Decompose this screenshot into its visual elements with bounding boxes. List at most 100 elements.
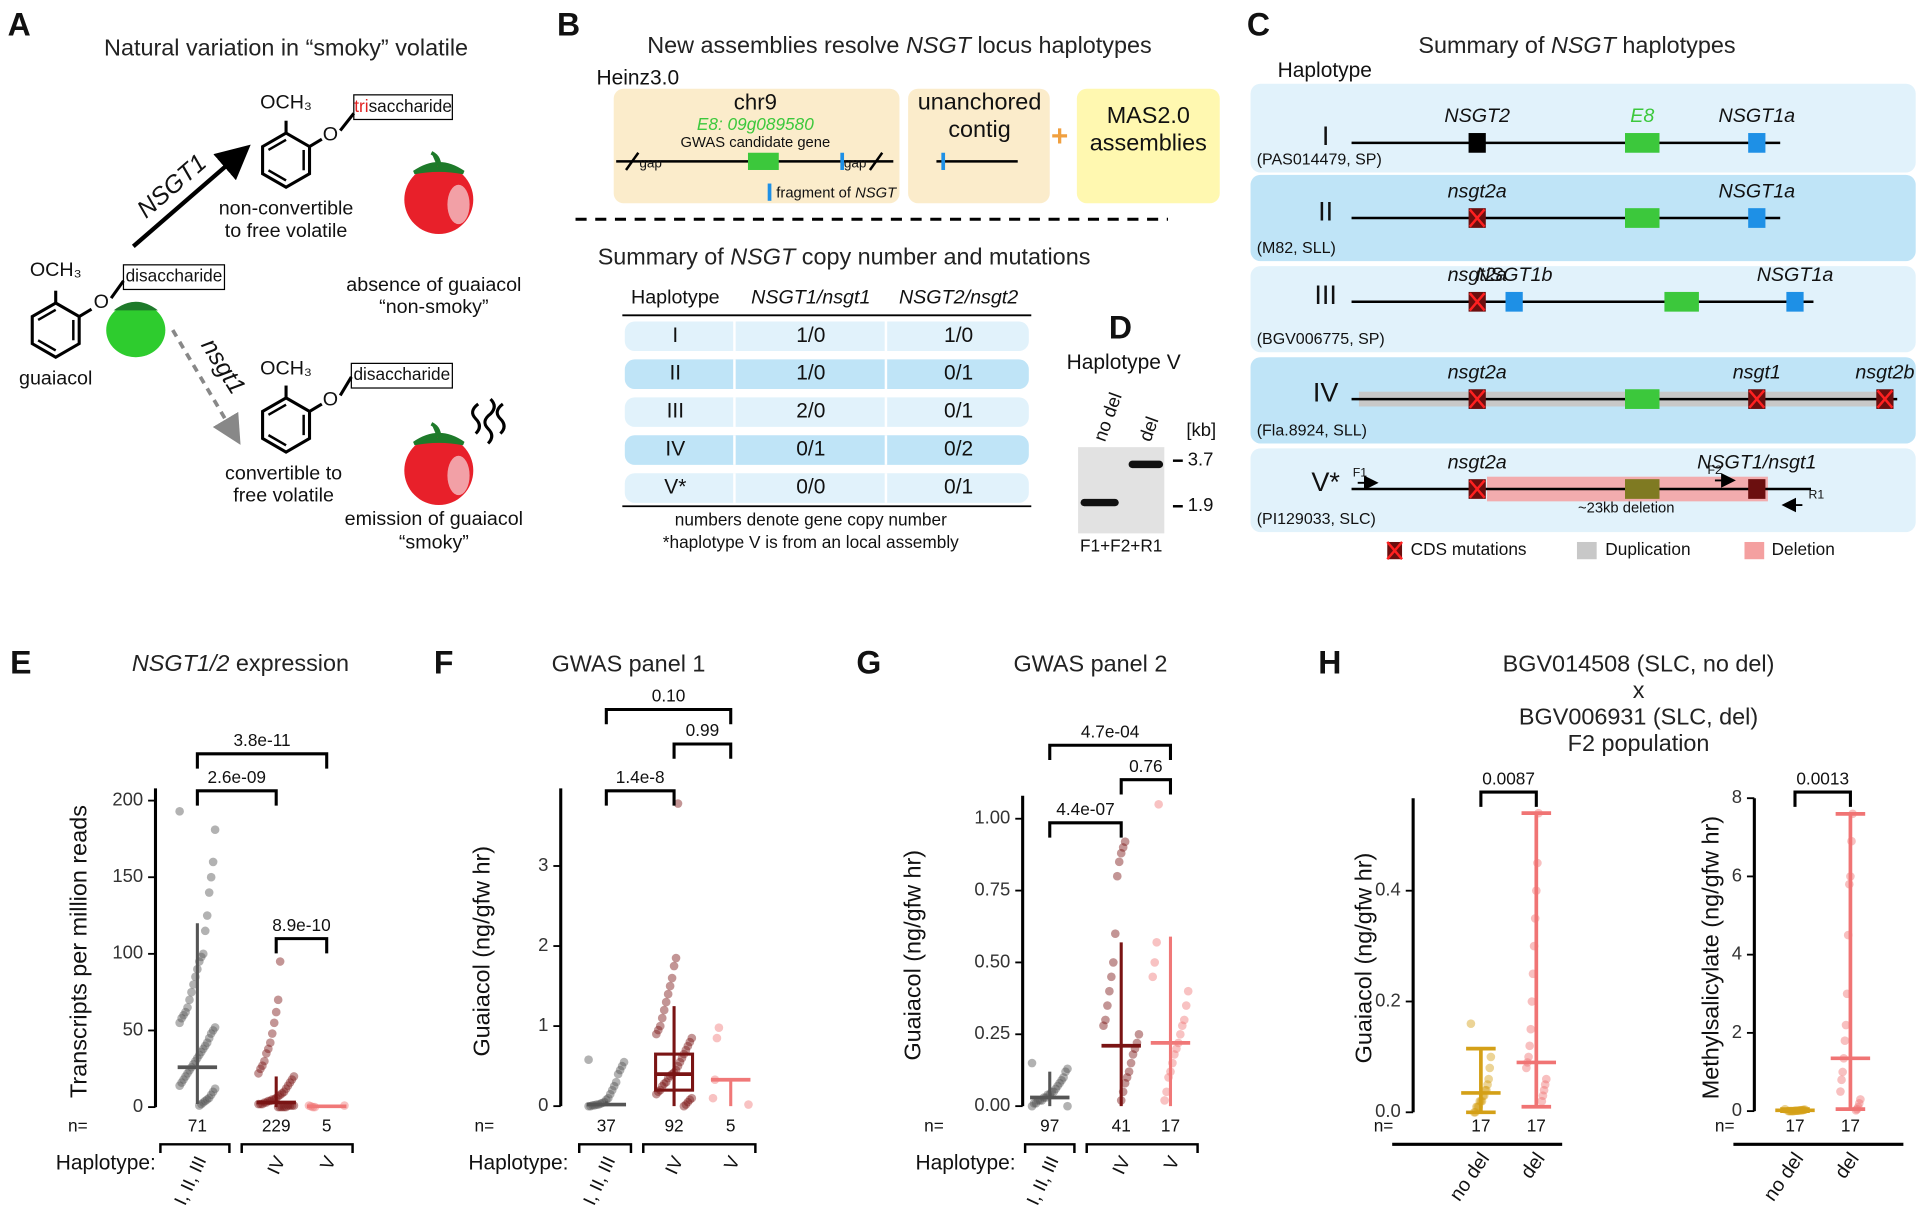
legend-swatch xyxy=(1576,541,1597,560)
chart-title: GWAS panel 1 xyxy=(552,650,706,676)
data-point xyxy=(1152,938,1161,947)
phenotype-text: “smoky” xyxy=(399,531,469,553)
significance-bracket xyxy=(274,937,329,954)
data-point xyxy=(1057,1075,1066,1085)
title-part: Summary of xyxy=(598,244,731,270)
gene-box xyxy=(1786,291,1804,312)
y-axis-label: Guaiacol (ng/gfw hr) xyxy=(1350,853,1376,1064)
group-bracket xyxy=(577,1143,633,1153)
data-point xyxy=(262,1049,271,1058)
data-point xyxy=(1183,986,1193,996)
y-tick-label: 0.25 xyxy=(974,1022,1010,1043)
data-point xyxy=(1118,843,1128,852)
p-value: 2.6e-09 xyxy=(208,767,266,787)
gap-mark xyxy=(625,152,640,171)
deletion-label: ~23kb deletion xyxy=(1578,501,1674,517)
gene-label: nsgt2a xyxy=(1448,361,1507,383)
data-point xyxy=(1128,1050,1138,1059)
data-point xyxy=(265,1038,275,1048)
gene-label: NSGT1a xyxy=(1757,264,1834,286)
reference-label: Heinz3.0 xyxy=(596,66,679,89)
haplotype-box xyxy=(1250,266,1916,353)
data-point xyxy=(683,1041,693,1051)
data-point xyxy=(1539,1085,1549,1095)
data-point xyxy=(181,1072,190,1081)
data-point xyxy=(675,1057,685,1067)
gene-label: nsgt2b xyxy=(1855,361,1914,383)
data-point xyxy=(708,1093,718,1103)
table-row xyxy=(624,435,1029,465)
haplotype-name: IV xyxy=(1313,376,1339,407)
data-point xyxy=(661,997,671,1007)
lane-label: no del xyxy=(1089,390,1126,444)
title-part: locus haplotypes xyxy=(971,32,1152,58)
panel-title: Summary of NSGT haplotypes xyxy=(1418,32,1735,58)
table-cell: I xyxy=(672,324,678,347)
assembly-box xyxy=(1076,88,1220,204)
y-tick-label: 0.4 xyxy=(1375,879,1401,900)
p-value: 3.8e-11 xyxy=(233,730,290,750)
n-value: 17 xyxy=(1841,1116,1860,1136)
data-point xyxy=(285,1078,295,1087)
y-tick-label: 0 xyxy=(1732,1099,1742,1120)
title-part: NSGT xyxy=(906,32,973,58)
data-point xyxy=(681,1045,691,1055)
data-point xyxy=(1524,1052,1533,1062)
data-point xyxy=(655,1021,665,1031)
n-value: 5 xyxy=(322,1116,332,1136)
data-point xyxy=(1841,1020,1851,1030)
y-tick-label: 0.0 xyxy=(1375,1100,1401,1121)
data-point xyxy=(609,1081,619,1091)
data-point xyxy=(1027,1058,1037,1068)
x-tick-label: IV xyxy=(263,1152,290,1177)
sugar-label: disaccharide xyxy=(126,266,223,286)
label-part: fragment of xyxy=(776,185,855,201)
data-point xyxy=(1124,1067,1134,1076)
p-value: 4.4e-07 xyxy=(1056,799,1114,819)
data-point xyxy=(1059,1073,1068,1082)
assembly-box xyxy=(613,88,900,204)
panel-title: Natural variation in “smoky” volatile xyxy=(104,34,468,60)
y-tick-label: 0.75 xyxy=(974,878,1010,899)
data-point xyxy=(279,1102,289,1112)
table-cell: V* xyxy=(664,476,686,499)
data-point xyxy=(1105,986,1114,996)
data-point xyxy=(685,1037,695,1047)
table-row xyxy=(624,397,1029,427)
data-point xyxy=(669,961,679,971)
y-tick-label: 0 xyxy=(133,1095,143,1116)
title-part: New assemblies resolve xyxy=(647,32,906,58)
table-cell: 2/0 xyxy=(796,400,825,423)
data-point xyxy=(1483,1080,1492,1089)
data-point xyxy=(200,926,210,936)
gel-title: Haplotype V xyxy=(1067,351,1181,374)
data-point xyxy=(584,1055,593,1065)
candidate-label: E8: 09g089580 xyxy=(697,114,814,134)
data-point xyxy=(714,1023,724,1033)
panel-letter: C xyxy=(1247,7,1270,43)
x-axis-label: Haplotype: xyxy=(468,1152,568,1175)
table-row xyxy=(624,359,1029,389)
data-point xyxy=(196,1099,206,1109)
table-cell: III xyxy=(667,400,684,423)
x-axis-label: Haplotype: xyxy=(56,1152,156,1175)
n-value: 17 xyxy=(1785,1116,1804,1136)
title-part: copy number and mutations xyxy=(795,244,1090,270)
n-value: 37 xyxy=(597,1116,616,1136)
data-point xyxy=(279,1087,289,1097)
data-point xyxy=(267,1029,277,1038)
x-tick-label: del xyxy=(1831,1149,1864,1183)
data-point xyxy=(175,807,184,816)
bond xyxy=(308,137,323,148)
significance-bracket xyxy=(604,707,733,725)
gene-box xyxy=(1468,133,1486,153)
data-point xyxy=(1836,1087,1845,1096)
gene-box xyxy=(1748,208,1766,228)
n-value: 71 xyxy=(188,1116,207,1136)
p-value: 8.9e-10 xyxy=(272,915,330,935)
panel-letter: F xyxy=(434,645,454,681)
substrate-label: guaiacol xyxy=(19,368,92,390)
table-cell: II xyxy=(669,362,681,385)
data-point xyxy=(177,1078,186,1087)
data-point xyxy=(1170,1050,1179,1059)
